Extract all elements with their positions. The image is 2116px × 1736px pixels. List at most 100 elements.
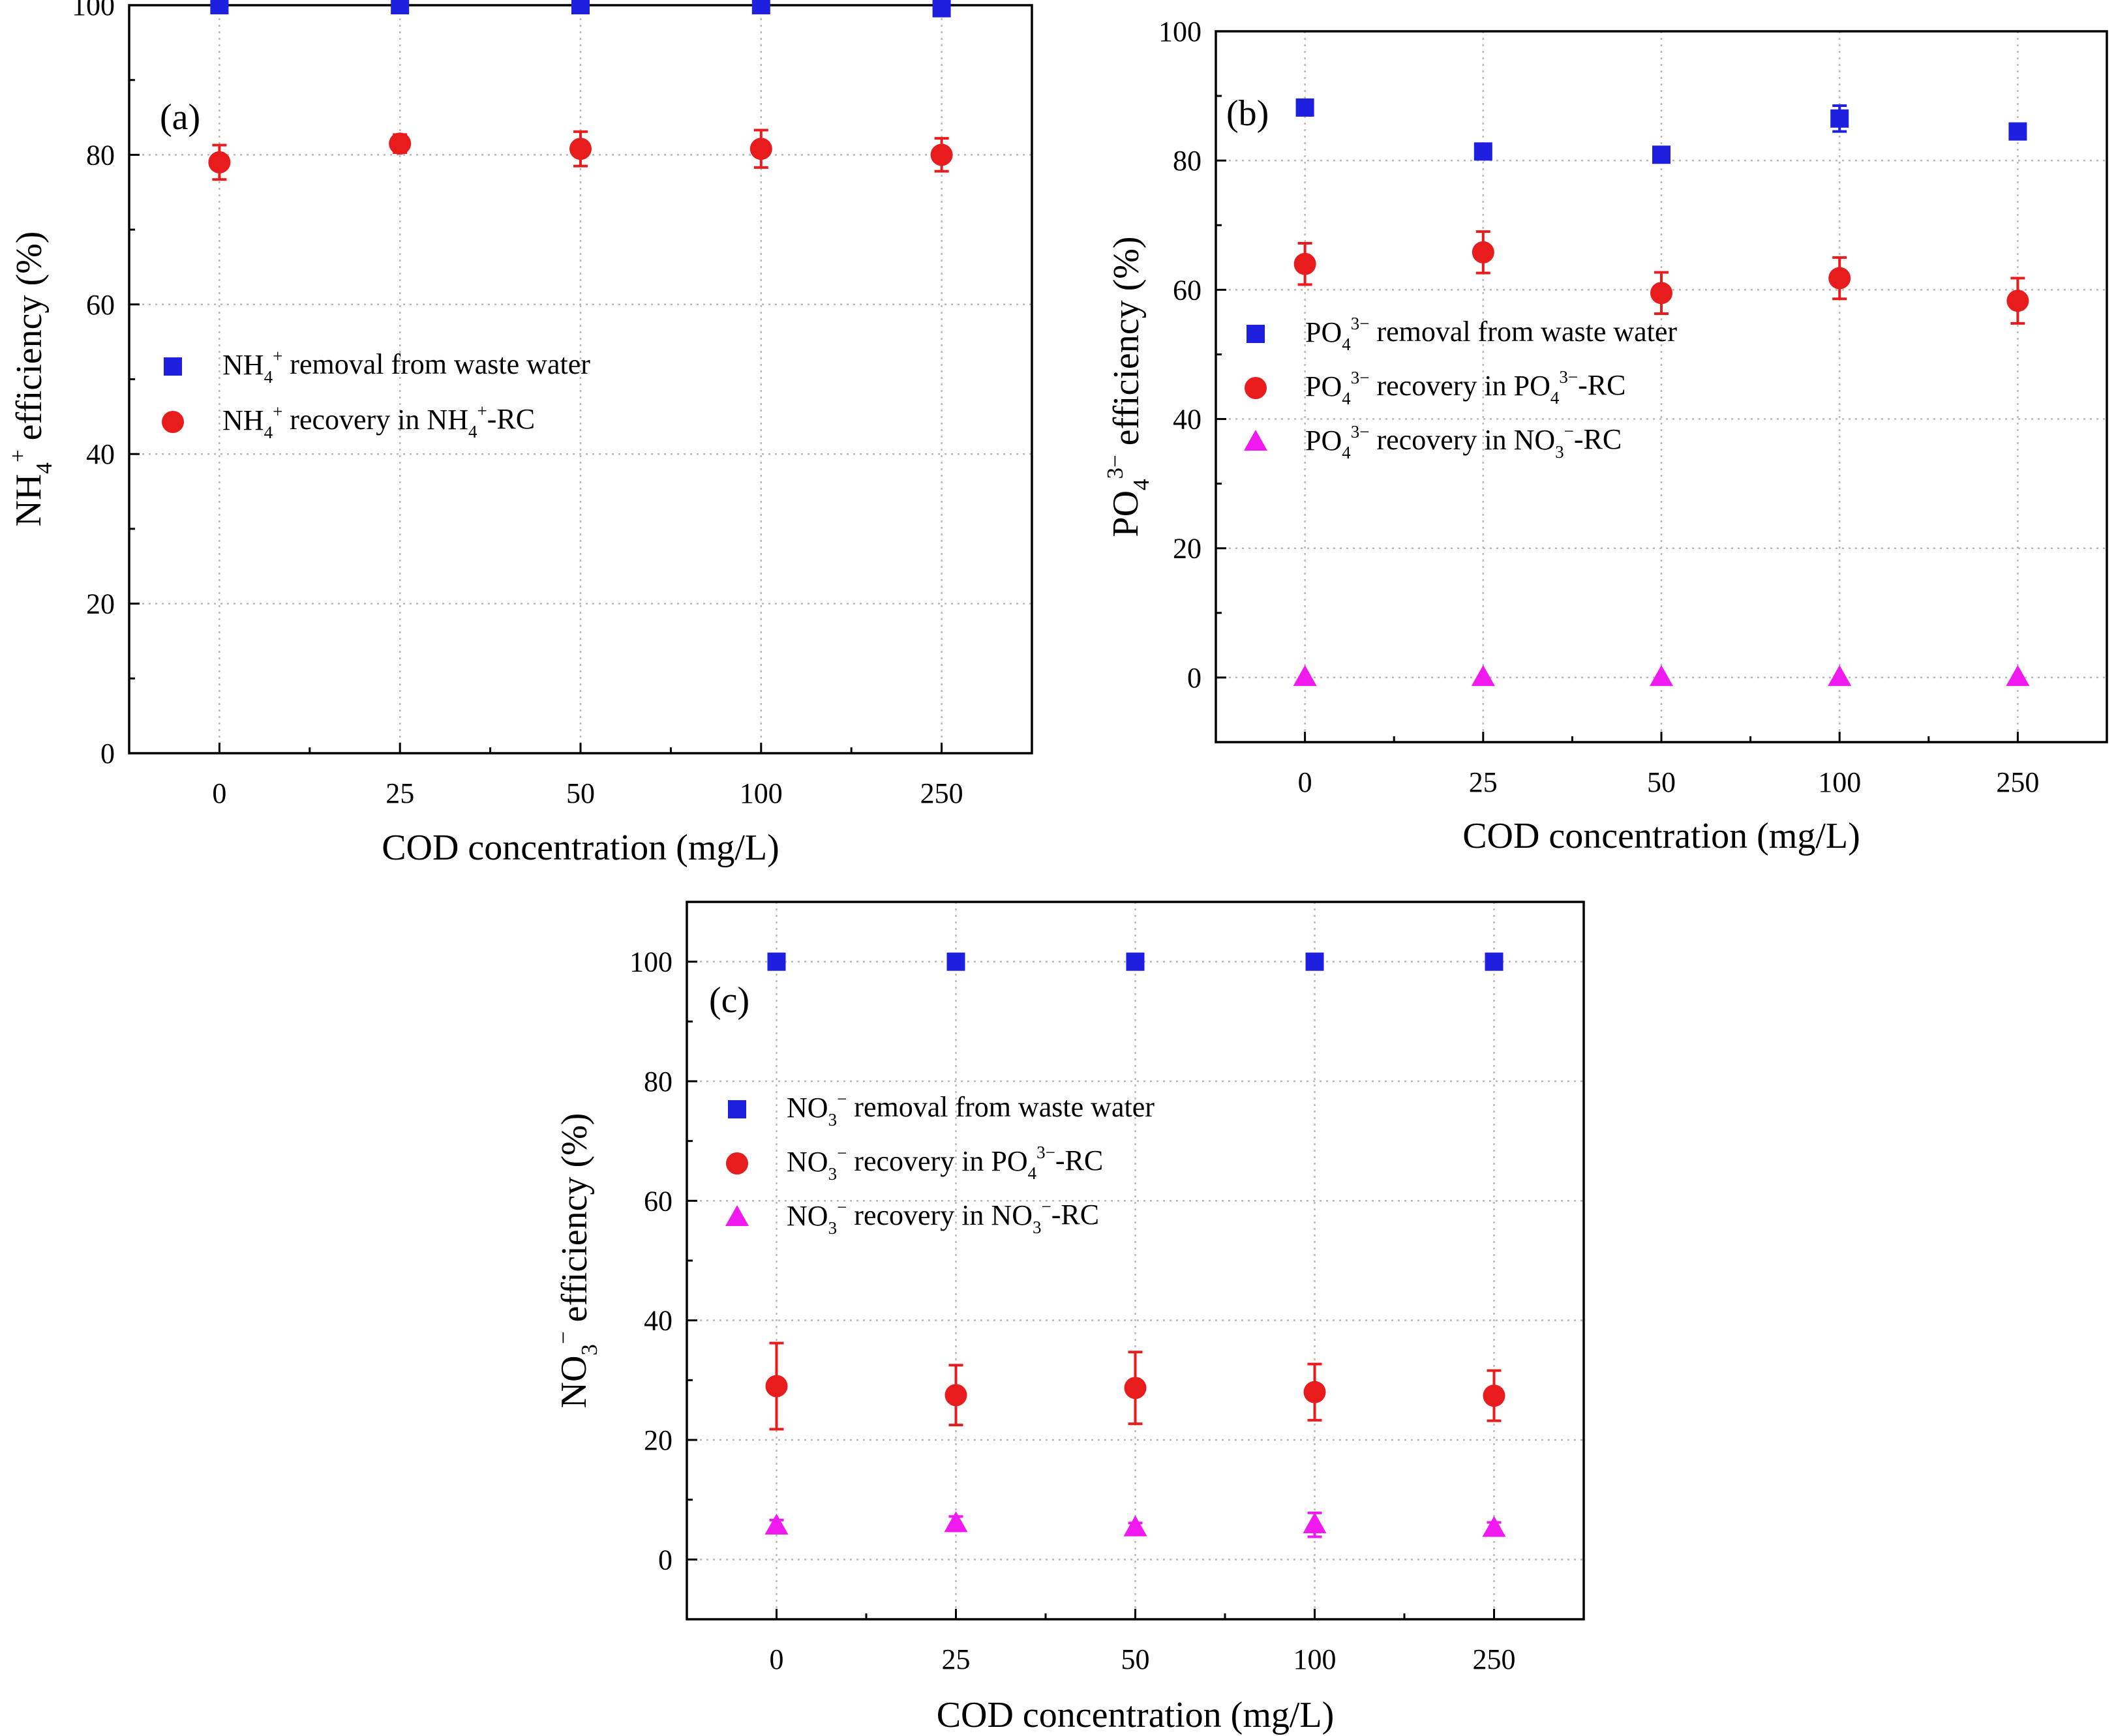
legend-marker [726, 1152, 748, 1175]
data-point [2008, 122, 2027, 141]
data-point [749, 138, 772, 160]
data-point [767, 952, 786, 971]
legend: PO43−​ removal from waste water PO43−​ re… [1244, 314, 1677, 462]
data-point [1126, 952, 1145, 971]
data-point [1650, 665, 1673, 686]
y-axis-title: PO43−​ efficiency (%) [1102, 236, 1154, 537]
data-point [1830, 109, 1849, 128]
data-point [1650, 282, 1672, 305]
x-tick-label: 0 [212, 777, 226, 809]
y-tick-label: 20 [1173, 533, 1202, 565]
x-tick-label: 25 [1469, 766, 1498, 798]
chart-panel-a: 0 20 40 60 80 100 0 25 50 100 250 COD concentration… [5, 0, 1033, 868]
y-tick-label: 60 [644, 1185, 673, 1217]
chart-panel-c: 0 20 40 60 80 100 0 25 50 100 250 COD concentration… [551, 901, 1585, 1735]
data-point [1828, 665, 1852, 686]
x-tick-label: 0 [770, 1643, 784, 1675]
y-tick-label: 60 [1173, 274, 1202, 306]
data-point [1293, 665, 1317, 686]
chart-panel-b: 0 20 40 60 80 100 0 25 50 100 250 COD concentration… [1102, 16, 2108, 856]
data-point [569, 138, 592, 160]
data-point [764, 1514, 789, 1534]
x-tick-label: 250 [920, 777, 963, 809]
data-point [2006, 290, 2029, 312]
series-circle [208, 128, 953, 181]
data-point [1483, 1384, 1505, 1407]
legend: NH4+​ removal from waste water NH4+​ reco… [162, 346, 590, 442]
legend-marker [162, 411, 184, 433]
series-square [1295, 98, 2027, 164]
data-point [1485, 952, 1504, 971]
legend-entry: PO43−​ removal from waste water [1305, 314, 1677, 354]
panel-label: (c) [709, 980, 749, 1021]
legend-entry: PO43−​ recovery in NO3−​-RC [1305, 421, 1622, 462]
legend-entry: NH4+​ recovery in NH4+​-RC [222, 401, 535, 442]
y-tick-label: 100 [629, 946, 673, 978]
x-tick-label: 0 [1298, 766, 1312, 798]
data-point [2006, 665, 2030, 686]
data-point [765, 1375, 788, 1398]
x-axis-title: COD concentration (mg/L) [1462, 816, 1860, 856]
x-tick-label: 100 [1818, 766, 1861, 798]
y-tick-label: 100 [72, 0, 115, 22]
y-tick-label: 0 [1187, 662, 1202, 694]
series-triangle [764, 1511, 1506, 1538]
y-tick-label: 100 [1158, 16, 1202, 48]
data-point [1124, 1377, 1147, 1399]
y-tick-label: 40 [1173, 404, 1202, 436]
x-axis-title: COD concentration (mg/L) [382, 828, 779, 868]
y-tick-label: 80 [86, 139, 115, 171]
data-point [930, 143, 953, 166]
x-tick-label: 100 [740, 777, 783, 809]
y-tick-label: 60 [86, 289, 115, 321]
panel-label: (a) [160, 97, 200, 138]
data-point [1828, 267, 1851, 290]
legend-entry: NO3−​ recovery in PO43−​-RC [787, 1143, 1103, 1184]
data-point [210, 0, 229, 14]
series-square [767, 952, 1504, 971]
data-point [944, 1511, 968, 1533]
y-tick-label: 40 [644, 1305, 673, 1337]
x-tick-label: 25 [385, 777, 414, 809]
y-tick-label: 0 [100, 738, 115, 770]
plot-frame [1215, 30, 2108, 743]
y-tick-label: 0 [658, 1544, 673, 1576]
y-tick-label: 80 [1173, 145, 1202, 177]
data-point [571, 0, 590, 14]
grid-lines [687, 902, 1584, 1619]
y-axis-title: NH4+​ efficiency (%) [5, 232, 57, 527]
data-point [389, 132, 412, 155]
legend: NO3−​ removal from waste water NO3−​ reco… [725, 1089, 1155, 1238]
data-point [1652, 145, 1670, 164]
x-axis-title: COD concentration (mg/L) [937, 1695, 1335, 1735]
legend-entry: PO43−​ recovery in PO43−​-RC [1305, 367, 1625, 408]
y-tick-label: 20 [644, 1424, 673, 1456]
legend-marker [164, 357, 182, 376]
legend-marker [728, 1100, 746, 1118]
data-point [1123, 1515, 1147, 1536]
y-tick-label: 20 [86, 588, 115, 620]
y-tick-label: 40 [86, 438, 115, 470]
legend-entry: NO3−​ removal from waste water [787, 1089, 1155, 1130]
data-point [208, 151, 231, 173]
x-tick-label: 25 [942, 1643, 971, 1675]
data-point [1293, 252, 1316, 275]
series-circle [1293, 230, 2029, 325]
data-point [1305, 952, 1324, 971]
y-axis-title: NO3−​ efficiency (%) [551, 1113, 602, 1409]
x-tick-label: 100 [1293, 1643, 1337, 1675]
x-tick-label: 50 [566, 777, 595, 809]
data-point [1471, 665, 1495, 686]
series-square [210, 0, 951, 18]
data-point [1482, 1516, 1506, 1537]
data-point [932, 0, 951, 18]
data-point [1474, 142, 1492, 161]
grid-lines [1216, 30, 2107, 742]
series-triangle [1293, 665, 2030, 686]
data-point [1303, 1381, 1326, 1403]
series-circle [765, 1341, 1505, 1431]
data-point [1303, 1512, 1327, 1534]
data-point [391, 0, 410, 14]
x-tick-label: 50 [1647, 766, 1676, 798]
